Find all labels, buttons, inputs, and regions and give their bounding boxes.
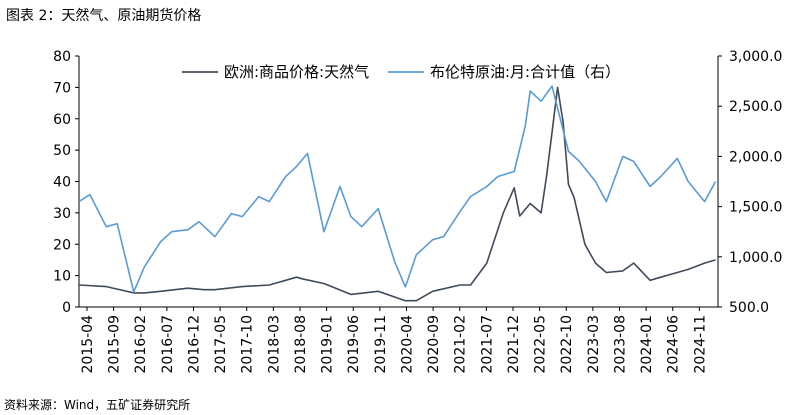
x-tick-label: 2021-12 bbox=[506, 315, 522, 374]
left-tick-label: 70 bbox=[53, 80, 71, 96]
x-tick-label: 2016-02 bbox=[133, 315, 149, 374]
figure-title: 图表 2：天然气、原油期货价格 bbox=[6, 8, 202, 24]
x-tick-label: 2017-10 bbox=[240, 315, 256, 374]
left-tick-label: 10 bbox=[53, 269, 71, 285]
x-tick-label: 2017-05 bbox=[213, 315, 229, 374]
series-line-2 bbox=[78, 85, 717, 293]
left-tick-label: 80 bbox=[53, 49, 71, 65]
right-tick-label: 2,000.0 bbox=[729, 149, 782, 165]
x-tick-label: 2016-12 bbox=[186, 315, 202, 374]
x-tick-label: 2023-03 bbox=[586, 315, 602, 374]
x-tick-label: 2024-01 bbox=[639, 315, 655, 374]
right-tick-label: 3,000.0 bbox=[729, 49, 782, 65]
legend-label-2: 布伦特原油:月:合计值（右） bbox=[430, 63, 620, 81]
x-tick-label: 2015-09 bbox=[107, 315, 123, 374]
legend-label-1: 欧洲:商品价格:天然气 bbox=[224, 63, 369, 81]
right-tick-label: 1,500.0 bbox=[729, 200, 782, 216]
x-tick-label: 2019-01 bbox=[320, 315, 336, 374]
x-tick-label: 2021-02 bbox=[453, 315, 469, 374]
left-tick-label: 30 bbox=[53, 206, 71, 222]
left-tick-label: 60 bbox=[53, 112, 71, 128]
x-tick-label: 2022-10 bbox=[559, 315, 575, 374]
x-tick-label: 2020-04 bbox=[399, 315, 415, 374]
x-tick-label: 2022-05 bbox=[533, 315, 549, 374]
x-tick-label: 2021-07 bbox=[479, 315, 495, 374]
x-tick-label: 2018-03 bbox=[266, 315, 282, 374]
x-tick-label: 2019-11 bbox=[373, 315, 389, 374]
source-note: 资料来源：Wind，五矿证券研究所 bbox=[4, 398, 191, 412]
right-tick-label: 1,000.0 bbox=[729, 250, 782, 266]
x-tick-label: 2020-09 bbox=[426, 315, 442, 374]
left-tick-label: 40 bbox=[53, 175, 71, 191]
right-tick-label: 2,500.0 bbox=[729, 99, 782, 115]
x-tick-label: 2016-07 bbox=[160, 315, 176, 374]
x-tick-label: 2019-06 bbox=[346, 315, 362, 374]
x-tick-label: 2024-11 bbox=[692, 315, 708, 374]
x-tick-label: 2024-06 bbox=[666, 315, 682, 374]
left-tick-label: 20 bbox=[53, 237, 71, 253]
series-line-1 bbox=[78, 86, 716, 302]
x-tick-label: 2015-04 bbox=[80, 315, 96, 374]
left-tick-label: 0 bbox=[62, 300, 71, 316]
x-tick-label: 2018-08 bbox=[293, 315, 309, 374]
left-tick-label: 50 bbox=[53, 143, 71, 159]
right-tick-label: 500.0 bbox=[729, 300, 769, 316]
x-tick-label: 2023-08 bbox=[612, 315, 628, 374]
